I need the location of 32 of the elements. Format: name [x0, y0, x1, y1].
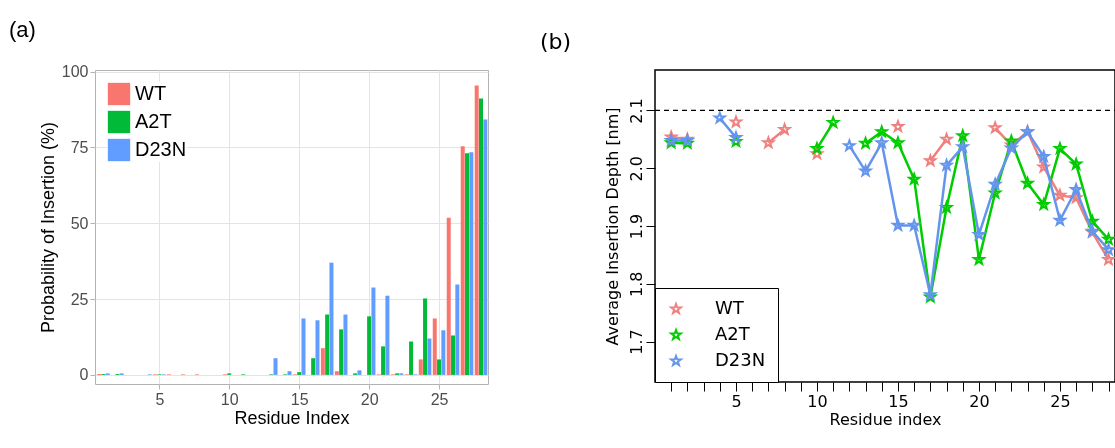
y-tick-label: 75 — [70, 138, 89, 156]
y-tick-label: 1.7 — [626, 329, 646, 355]
x-tick-label: 5 — [155, 390, 165, 408]
legend-label: A2T — [715, 323, 751, 344]
y-tick-label: 0 — [79, 366, 89, 384]
chart-title: (b) — [540, 29, 572, 54]
x-tick-label: 25 — [430, 390, 449, 408]
y-tick-label: 25 — [70, 290, 89, 308]
x-axis-title: Residue index — [829, 409, 942, 429]
y-tick-label: 2.0 — [626, 156, 646, 182]
x-tick-label: 20 — [969, 391, 990, 411]
y-axis-title: Average Insertion Depth [nm] — [602, 107, 622, 346]
x-tick-label: 15 — [888, 391, 909, 411]
x-tick-label: 15 — [290, 390, 309, 408]
legend-label: WT — [715, 297, 745, 318]
y-tick-label: 100 — [61, 63, 89, 81]
x-tick-label: 10 — [220, 390, 239, 408]
legend-label: D23N — [135, 138, 187, 160]
y-axis-title: Probability of Insertion (%) — [37, 121, 58, 334]
y-tick-label: 1.9 — [626, 213, 646, 240]
y-tick-label: 2.1 — [626, 98, 646, 124]
x-tick-label: 10 — [807, 391, 828, 411]
chart-title: (a) — [9, 16, 36, 42]
x-tick-label: 25 — [1050, 391, 1071, 411]
x-axis-title: Residue Index — [234, 407, 350, 428]
x-tick-label: 5 — [731, 391, 742, 411]
legend-label: WT — [135, 82, 167, 104]
legend-label: A2T — [135, 110, 172, 132]
legend-label: D23N — [715, 349, 766, 370]
y-tick-label: 1.8 — [626, 271, 646, 297]
y-tick-label: 50 — [70, 214, 89, 232]
x-tick-label: 20 — [360, 390, 379, 408]
